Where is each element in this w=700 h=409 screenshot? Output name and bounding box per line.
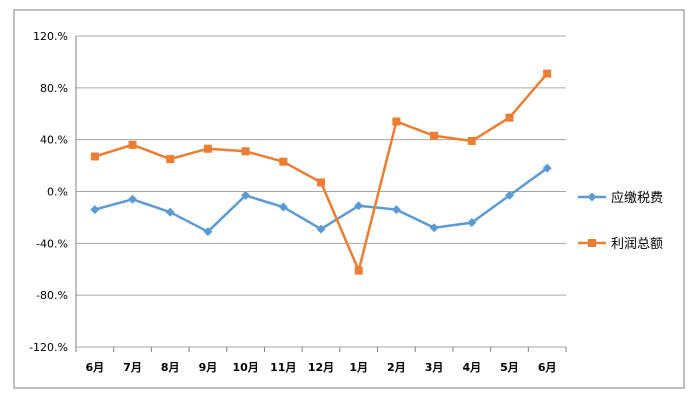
x-tick-label: 12月 [308, 361, 334, 374]
data-point-square [128, 140, 137, 149]
legend-label: 应缴税费 [611, 190, 663, 206]
data-point-square [90, 152, 99, 161]
data-point-diamond [429, 223, 439, 233]
data-point-diamond [391, 205, 401, 215]
data-point-square [430, 131, 439, 140]
data-point-diamond [203, 227, 213, 237]
data-point-diamond [128, 194, 138, 204]
x-tick-label: 10月 [232, 361, 258, 374]
x-tick-label: 6月 [86, 361, 105, 374]
data-point-diamond [90, 205, 100, 215]
data-point-diamond [354, 201, 364, 211]
x-tick-label: 8月 [161, 361, 180, 374]
data-point-square [317, 178, 325, 187]
data-point-square [392, 117, 401, 126]
y-tick-label: -40.% [36, 237, 68, 250]
data-point-diamond [165, 207, 175, 217]
data-point-square [543, 69, 552, 78]
y-tick-label: 40.% [40, 134, 68, 147]
y-axis-ticks: 120.% 80.% 40.% 0.% -40.% -80.% -120.% [29, 30, 68, 354]
y-tick-label: -80.% [36, 289, 68, 302]
data-point-square [279, 157, 288, 166]
x-tick-label: 7月 [123, 361, 142, 374]
data-point-diamond [542, 163, 552, 173]
data-point-diamond [467, 218, 477, 228]
chart-border [13, 9, 685, 389]
data-point-square [354, 266, 363, 275]
x-tick-label: 1月 [349, 361, 368, 374]
legend-marker-square [588, 239, 596, 247]
series-lines [90, 69, 552, 275]
x-tick-label: 9月 [199, 361, 218, 374]
gridlines [76, 35, 566, 348]
x-tick-label: 2月 [387, 361, 406, 374]
x-tick-label: 4月 [462, 361, 481, 374]
data-point-diamond [504, 190, 514, 200]
data-point-square [467, 136, 476, 145]
x-axis-ticks: 6月 7月 8月 9月 10月 11月 12月 1月 2月 3月 4月 5月 6月 [86, 361, 557, 374]
data-point-square [241, 147, 250, 156]
data-point-diamond [278, 202, 288, 212]
legend-label: 利润总额 [611, 237, 663, 252]
y-tick-label: -120.% [29, 341, 68, 354]
data-point-square [166, 155, 175, 164]
data-point-square [505, 113, 514, 122]
y-tick-label: 0.% [47, 186, 68, 199]
legend-marker-diamond [587, 192, 597, 202]
data-point-diamond [316, 224, 326, 234]
y-tick-label: 120.% [33, 30, 68, 43]
x-tick-label: 6月 [538, 361, 557, 374]
y-tick-label: 80.% [40, 82, 68, 95]
x-tick-label: 5月 [500, 361, 519, 374]
data-point-diamond [241, 190, 251, 200]
x-tick-label: 11月 [270, 361, 296, 374]
x-tick-label: 3月 [425, 361, 444, 374]
axes [75, 36, 567, 352]
data-point-square [203, 144, 212, 153]
